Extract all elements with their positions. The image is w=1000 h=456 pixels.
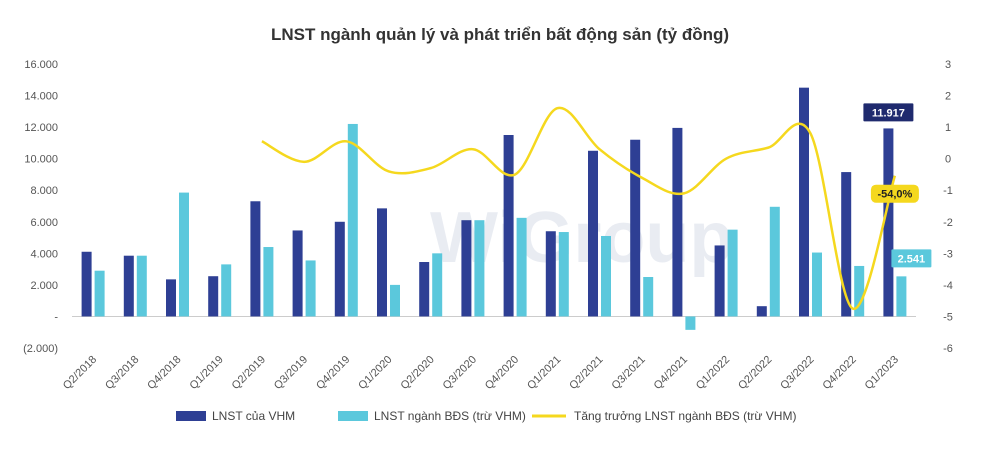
- category-tick-label: Q1/2020: [356, 354, 394, 392]
- growth-line: [261, 106, 897, 310]
- data-label: -54,0%: [877, 189, 912, 201]
- left-axis-tick-label: 12.000: [24, 122, 58, 134]
- left-axis-tick-label: -: [54, 311, 58, 323]
- category-tick-label: Q1/2023: [863, 354, 901, 392]
- right-axis-tick-label: -2: [943, 217, 953, 229]
- bar-vhm: [503, 135, 514, 317]
- bar-vhm: [630, 139, 641, 317]
- bar-vhm: [208, 276, 219, 317]
- bar-vhm: [799, 87, 809, 317]
- bar-bds-ex-vhm: [601, 235, 611, 317]
- category-tick-label: Q3/2020: [441, 354, 479, 392]
- bar-bds-ex-vhm: [432, 253, 443, 317]
- bar-vhm: [588, 150, 598, 317]
- chart-title: LNST ngành quản lý và phát triển bất độn…: [270, 25, 730, 44]
- bar-bds-ex-vhm: [812, 252, 822, 317]
- bar-bds-ex-vhm: [643, 277, 654, 317]
- right-axis-tick-label: 3: [945, 59, 951, 71]
- bar-bds-ex-vhm: [263, 247, 274, 317]
- right-axis-tick-label: 2: [945, 91, 951, 103]
- bar-bds-ex-vhm: [769, 206, 780, 317]
- bar-bds-ex-vhm: [896, 276, 907, 317]
- category-tick-label: Q3/2022: [778, 354, 816, 392]
- right-axis-tick-label: -3: [943, 248, 953, 260]
- data-label-box: [870, 184, 919, 203]
- bar-bds-ex-vhm: [390, 284, 400, 317]
- bar-bds-ex-vhm: [305, 260, 316, 317]
- data-label-box: [891, 249, 932, 268]
- bar-vhm: [545, 231, 556, 317]
- category-tick-label: Q4/2020: [483, 354, 521, 392]
- bar-bds-ex-vhm: [516, 217, 527, 317]
- category-tick-label: Q3/2021: [609, 354, 647, 392]
- right-axis-tick-label: -5: [943, 311, 953, 323]
- data-label: 2.541: [898, 253, 926, 265]
- data-label: 11.917: [872, 107, 905, 119]
- bar-vhm: [123, 255, 134, 317]
- category-tick-label: Q1/2022: [694, 354, 732, 392]
- bar-vhm: [672, 127, 683, 317]
- bar-vhm: [461, 220, 472, 317]
- category-tick-label: Q1/2021: [525, 354, 563, 392]
- bar-vhm: [377, 208, 387, 317]
- category-tick-label: Q1/2019: [187, 354, 225, 392]
- legend-label: Tăng trưởng LNST ngành BĐS (trừ VHM): [574, 409, 796, 423]
- right-axis-tick-label: -6: [943, 343, 953, 355]
- bar-vhm: [841, 172, 852, 317]
- bar-vhm: [756, 306, 767, 317]
- bar-bds-ex-vhm: [854, 265, 865, 317]
- bar-vhm: [166, 279, 176, 317]
- bar-bds-ex-vhm: [558, 232, 569, 317]
- right-axis-tick-label: -1: [943, 185, 953, 197]
- bar-vhm: [419, 262, 430, 317]
- category-tick-label: Q3/2018: [103, 354, 141, 392]
- category-tick-label: Q4/2021: [652, 354, 690, 392]
- legend-swatch: [338, 411, 368, 421]
- bar-bds-ex-vhm: [685, 316, 696, 330]
- bar-bds-ex-vhm: [474, 220, 485, 317]
- data-label-box: [863, 103, 914, 122]
- category-tick-label: Q2/2018: [61, 354, 99, 392]
- legend-label: LNST của VHM: [212, 409, 295, 423]
- category-tick-label: Q2/2021: [567, 354, 605, 392]
- category-tick-label: Q4/2018: [145, 354, 183, 392]
- left-axis-tick-label: 16.000: [24, 59, 58, 71]
- left-axis-tick-label: 4.000: [30, 248, 58, 260]
- bar-bds-ex-vhm: [94, 270, 105, 317]
- left-axis-tick-label: 8.000: [30, 185, 58, 197]
- category-tick-label: Q4/2022: [820, 354, 858, 392]
- category-tick-label: Q3/2019: [272, 354, 310, 392]
- right-axis-tick-label: 0: [945, 154, 951, 166]
- legend-label: LNST ngành BĐS (trừ VHM): [374, 409, 526, 423]
- legend-swatch: [176, 411, 206, 421]
- bar-vhm: [714, 245, 725, 317]
- bar-bds-ex-vhm: [136, 255, 147, 317]
- bar-bds-ex-vhm: [179, 192, 189, 317]
- left-axis-tick-label: (2.000): [23, 343, 58, 355]
- bar-vhm: [250, 201, 261, 317]
- bar-vhm: [81, 251, 92, 317]
- bar-vhm: [334, 221, 345, 317]
- left-axis-tick-label: 10.000: [24, 154, 58, 166]
- category-tick-label: Q2/2020: [398, 354, 436, 392]
- right-axis-tick-label: 1: [945, 122, 951, 134]
- bar-bds-ex-vhm: [727, 229, 738, 317]
- bar-bds-ex-vhm: [221, 264, 232, 317]
- right-axis-tick-label: -4: [943, 280, 953, 292]
- category-tick-label: Q2/2019: [230, 354, 268, 392]
- bar-bds-ex-vhm: [347, 123, 358, 317]
- left-axis-tick-label: 6.000: [30, 217, 58, 229]
- left-axis-tick-label: 2.000: [30, 280, 58, 292]
- category-tick-label: Q4/2019: [314, 354, 352, 392]
- category-tick-label: Q2/2022: [736, 354, 774, 392]
- bar-vhm: [292, 230, 303, 317]
- left-axis-tick-label: 14.000: [24, 91, 58, 103]
- bar-vhm: [883, 128, 894, 317]
